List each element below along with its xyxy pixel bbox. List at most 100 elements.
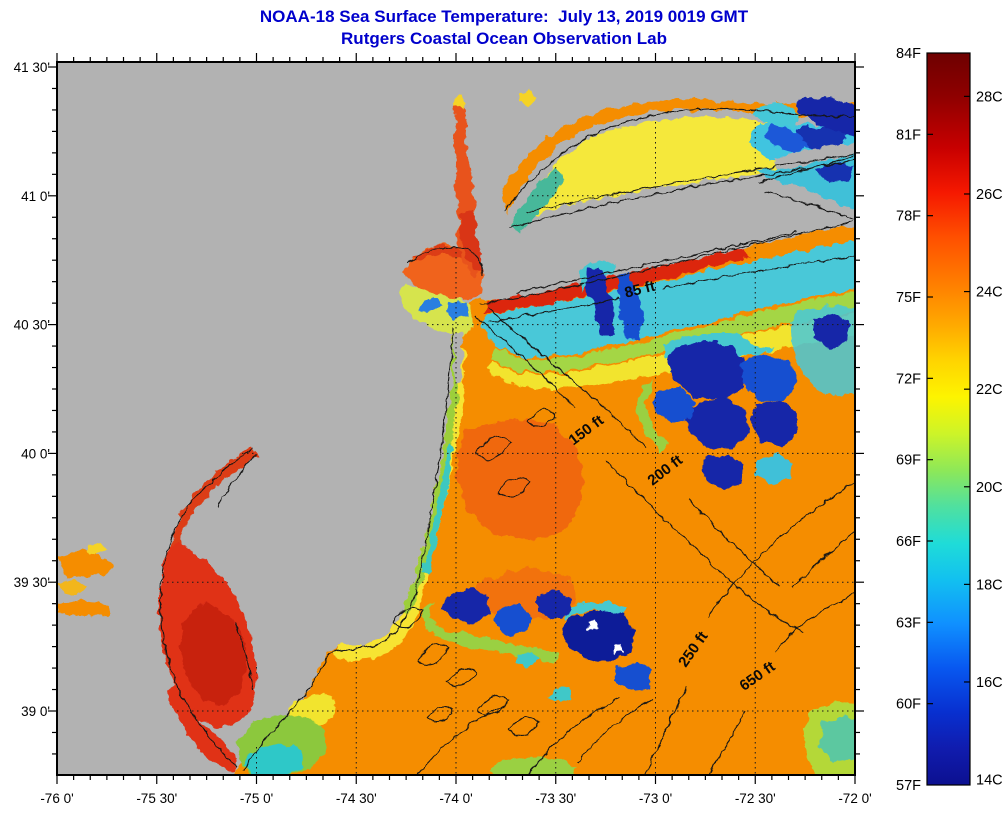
region-cloud-big-4 xyxy=(751,400,799,446)
region-raritan-blue-1 xyxy=(419,298,441,312)
colorbar-c-label: 24C xyxy=(976,285,1003,301)
region-cloud-bot-2 xyxy=(495,604,531,636)
x-tick-label: -75 0' xyxy=(240,791,273,806)
region-cloud-big-7 xyxy=(755,454,793,484)
colorbar-f-label: 78F xyxy=(896,209,921,225)
title-block: NOAA-18 Sea Surface Temperature: July 13… xyxy=(2,6,1006,50)
region-raritan-blue-2 xyxy=(447,302,469,318)
contour-li-south-coastline xyxy=(480,221,855,305)
y-tick-label: 40 0' xyxy=(21,446,50,461)
region-cloud-big-fringe-2 xyxy=(637,380,669,452)
region-cloud-big-3 xyxy=(741,354,797,402)
region-cloud-white-speck-2 xyxy=(613,644,623,654)
region-cloud-big-6 xyxy=(701,454,743,490)
colorbar-f-label: 69F xyxy=(896,453,921,469)
region-cloud-tr-fringe xyxy=(755,102,801,128)
region-cloud-bot-4 xyxy=(615,662,653,692)
region-li-sound-east-navy xyxy=(795,128,847,150)
region-cloud-tr-2 xyxy=(763,124,809,154)
x-tick-label: -73 0' xyxy=(639,791,672,806)
region-nj-upwelling-cyan-band xyxy=(422,442,453,574)
colorbar-f-label: 75F xyxy=(896,290,921,306)
bathymetry-contours xyxy=(159,108,855,775)
region-cloud-bot-cyan-fringe xyxy=(563,602,627,620)
region-li-cold-band-green-fringe xyxy=(493,291,855,372)
contour-delaware-east-shore xyxy=(216,453,256,691)
contour-harbor-coastline xyxy=(406,246,484,277)
region-cloud-streak-1 xyxy=(585,266,615,336)
y-tick-label: 39 30' xyxy=(14,575,50,590)
region-sound-west-yellow-dot xyxy=(521,90,535,106)
colorbar-f-label: 81F xyxy=(896,127,921,143)
contour-sand-ridges-mid xyxy=(474,408,556,498)
x-tick-label: -74 0' xyxy=(439,791,472,806)
region-bottomright-teal xyxy=(819,716,855,762)
contour-bottom-diagonals xyxy=(416,697,654,775)
x-tick-label: -76 0' xyxy=(40,791,73,806)
x-tick-label: -75 30' xyxy=(136,791,177,806)
contour-right-lower-contour xyxy=(792,531,855,589)
y-tick-label: 39 0' xyxy=(21,704,50,719)
contour-sound-mid-contour xyxy=(526,153,855,213)
colorbar-c-label: 20C xyxy=(976,480,1003,496)
colorbar-f-label: 57F xyxy=(896,778,921,794)
region-peconic-navy xyxy=(817,162,853,182)
axis-ticks xyxy=(48,53,864,784)
region-chesapeake-strip-1 xyxy=(57,550,113,578)
region-chesapeake-strip-2 xyxy=(57,580,87,594)
region-sandy-hook-spit xyxy=(454,332,463,384)
contour-hudson-valley-a xyxy=(474,315,804,633)
y-tick-label: 40 30' xyxy=(14,318,50,333)
region-chesapeake-yellow-dot xyxy=(85,542,105,556)
region-delaware-bay-core xyxy=(181,602,247,706)
region-cloud-bot-1 xyxy=(441,588,489,624)
contour-hudson-valley-b xyxy=(486,307,780,587)
region-cloud-white-speck-1 xyxy=(587,620,597,630)
region-chesapeake-strip-3 xyxy=(57,600,111,616)
contour-delaware-west-shore xyxy=(159,447,254,769)
region-li-sound-west-green xyxy=(510,166,565,232)
contour-ct-coastline xyxy=(504,108,855,213)
colorbar-c-label: 16C xyxy=(976,675,1003,691)
x-tick-label: -73 30' xyxy=(535,791,576,806)
region-li-north-fork xyxy=(773,141,855,170)
colorbar-c-label: 22C xyxy=(976,382,1003,398)
region-ct-shore-warm-band xyxy=(501,99,855,214)
contour-contour-85ft xyxy=(488,255,855,323)
x-tick-label: -72 0' xyxy=(838,791,871,806)
region-hudson-lower-red xyxy=(459,210,483,272)
contour-nj-coastline xyxy=(242,327,454,771)
region-cloud-big-2 xyxy=(687,398,749,450)
x-axis-labels: -76 0' -75 30' -75 0' -74 30' -74 0' -73 30' -… xyxy=(40,791,871,806)
region-cloud-streak-2 xyxy=(617,272,643,340)
region-cloud-tr-1 xyxy=(797,96,855,138)
region-midshelf-warm-patch xyxy=(455,418,585,540)
region-cloud-bot-green-fringe xyxy=(421,602,557,664)
region-nj-coast-green-band xyxy=(402,332,459,614)
x-tick-label: -72 30' xyxy=(735,791,776,806)
colorbar-labels: 84F 81F 78F 75F 72F 69F 66F 63F 60F 57F 28C 26C 24C 2… xyxy=(896,46,1003,794)
contour-li-north-shoreline xyxy=(508,159,855,229)
region-bottom-green-streak xyxy=(489,756,577,775)
page-title: NOAA-18 Sea Surface Temperature: July 13… xyxy=(259,7,749,26)
region-baymouth-cyan xyxy=(243,744,303,775)
colorbar-gradient xyxy=(926,52,971,786)
region-cloud-big-5 xyxy=(651,386,693,424)
colorbar-f-label: 60F xyxy=(896,697,921,713)
colorbar-f-label: 84F xyxy=(896,46,921,62)
colorbar-c-label: 28C xyxy=(976,89,1003,105)
region-cloud-big-1 xyxy=(667,340,747,400)
region-cyan-dot-1 xyxy=(515,652,537,666)
region-hudson-plume-tip xyxy=(454,95,467,108)
colorbar-f-label: 66F xyxy=(896,534,921,550)
region-li-south-fork xyxy=(757,184,855,227)
colorbar-c-label: 18C xyxy=(976,577,1003,593)
colorbar-f-label: 72F xyxy=(896,371,921,387)
x-tick-label: -74 30' xyxy=(336,791,377,806)
y-tick-label: 41 0' xyxy=(21,189,50,204)
temperature-colorbar: 84F 81F 78F 75F 72F 69F 66F 63F 60F 57F 28C 26C 24C 2… xyxy=(896,46,1003,794)
contour-contour-650ft xyxy=(708,593,855,775)
region-hudson-river-plume xyxy=(453,102,481,277)
